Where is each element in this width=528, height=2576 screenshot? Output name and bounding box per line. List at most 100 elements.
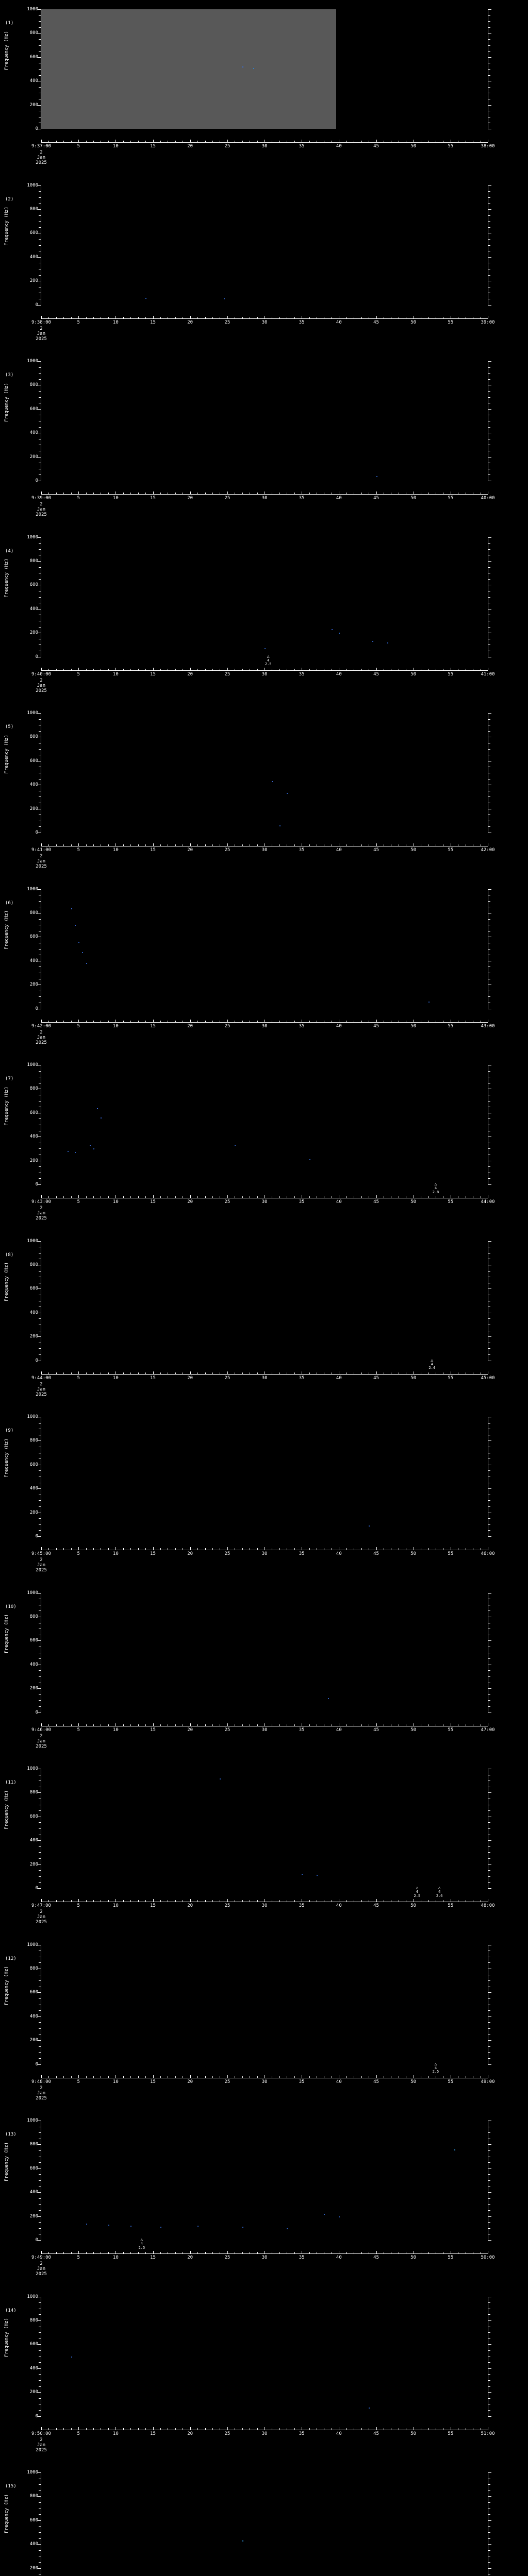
plot-area[interactable]	[41, 713, 488, 833]
x-tick	[86, 2076, 87, 2078]
x-tick	[361, 844, 362, 846]
plot-area[interactable]	[41, 1417, 488, 1536]
x-tick-label: 35	[299, 1199, 305, 1205]
y-tick	[488, 2320, 491, 2321]
plot-area[interactable]	[41, 361, 488, 481]
x-tick	[138, 493, 139, 494]
y-tick	[488, 75, 490, 76]
x-tick	[212, 1724, 213, 1726]
event-marker-icon[interactable]: △	[416, 1885, 419, 1890]
spectrogram-pixel	[376, 476, 377, 477]
y-tick	[488, 1506, 490, 1507]
y-tick-label: 200	[29, 2213, 38, 2219]
x-tick	[71, 1900, 72, 1902]
x-tick-label: 25	[224, 319, 230, 325]
y-tick-label: 1000	[27, 1590, 38, 1596]
spectrogram-pixel	[428, 1001, 430, 1003]
plot-area[interactable]	[41, 1944, 488, 2064]
y-tick	[488, 1980, 490, 1981]
event-label: 4 2.6	[436, 1890, 443, 1898]
panel-index-label: (10)	[5, 1604, 16, 1609]
y-tick	[488, 2502, 490, 2503]
y-tick	[488, 2332, 490, 2333]
y-tick-label: 800	[29, 558, 38, 564]
x-tick-label: 25	[224, 1903, 230, 1908]
event-marker-icon[interactable]: △	[431, 1358, 434, 1362]
y-tick-label: 800	[29, 382, 38, 388]
plot-area[interactable]	[41, 1065, 488, 1184]
x-tick	[130, 1548, 131, 1550]
x-tick-label: 10	[112, 2255, 119, 2260]
x-tick	[309, 1196, 310, 1198]
x-tick	[361, 1372, 362, 1374]
x-tick	[205, 2252, 206, 2253]
plot-area[interactable]	[41, 2472, 488, 2576]
x-tick	[294, 2428, 295, 2430]
x-tick-label: 10	[112, 144, 119, 149]
spectrogram-pixel	[220, 1778, 221, 1780]
y-tick	[38, 257, 41, 258]
x-tick	[376, 843, 377, 846]
x-tick	[108, 844, 109, 846]
plot-area[interactable]	[41, 1592, 488, 1713]
event-marker-icon[interactable]: △	[438, 1885, 441, 1890]
x-tick	[279, 844, 280, 846]
plot-area[interactable]	[41, 2121, 488, 2240]
x-tick	[138, 1548, 139, 1550]
y-tick-label: 200	[29, 1861, 38, 1867]
y-tick-label: 400	[29, 1486, 38, 1492]
plot-area[interactable]	[41, 2296, 488, 2416]
spectrogram-pixel	[97, 1108, 98, 1109]
x-tick	[86, 2428, 87, 2430]
x-tick	[212, 1372, 213, 1374]
x-tick	[428, 1020, 429, 1022]
x-tick-label: 55	[448, 144, 454, 149]
y-tick-label: 200	[29, 1686, 38, 1691]
x-tick	[41, 140, 42, 142]
x-tick-label: 45	[373, 1903, 379, 1908]
spectrogram-pixel	[369, 1526, 370, 1527]
x-tick	[309, 2428, 310, 2430]
plot-area[interactable]	[41, 889, 488, 1009]
event-marker-icon[interactable]: △	[267, 654, 270, 658]
plot-area[interactable]	[41, 1769, 488, 1888]
x-tick	[212, 844, 213, 846]
event-marker-icon[interactable]: △	[140, 2237, 143, 2242]
plot-area[interactable]	[41, 185, 488, 305]
y-tick	[488, 2216, 491, 2217]
y-tick-label: 1000	[27, 534, 38, 540]
plot-area[interactable]	[41, 9, 488, 129]
x-tick-label: 9:50:00	[31, 2431, 51, 2436]
x-tick-label: 35	[299, 2431, 305, 2436]
y-tick	[38, 561, 41, 562]
event-marker-icon[interactable]: △	[434, 1181, 437, 1187]
plot-area[interactable]	[41, 537, 488, 657]
panel-13: 0 200 400 600 800 1000 Frequency (Hz) (13) △ 4 2.…	[0, 2119, 528, 2297]
x-tick-label: 30	[261, 671, 268, 677]
y-tick	[488, 1658, 490, 1659]
y-tick	[488, 304, 491, 306]
y-axis-title: Frequency (Hz)	[4, 1966, 9, 2006]
y-tick-label: 200	[29, 102, 38, 108]
y-tick-label: 800	[29, 2317, 38, 2323]
x-tick-label: 9:37:00	[31, 144, 51, 149]
spectrogram-pixel	[130, 2226, 132, 2227]
x-tick	[41, 2427, 42, 2430]
event-marker-icon[interactable]: △	[434, 2061, 437, 2066]
x-tick-label: 43:00	[481, 1023, 495, 1029]
y-tick	[488, 2210, 490, 2211]
x-tick-label: 50	[410, 1375, 417, 1381]
spectrogram-pixel	[454, 2149, 456, 2150]
x-tick	[63, 316, 64, 318]
y-tick-label: 1000	[27, 359, 38, 364]
y-tick	[488, 2538, 490, 2539]
x-tick	[175, 2428, 176, 2430]
x-tick	[130, 316, 131, 318]
plot-area[interactable]	[41, 1241, 488, 1361]
y-tick-label: 1000	[27, 1942, 38, 1947]
x-tick	[86, 1724, 87, 1726]
x-tick	[86, 1196, 87, 1198]
x-tick-label: 9:43:00	[31, 1199, 51, 1205]
spectrogram-pixel	[242, 2227, 243, 2228]
x-tick-label: 35	[299, 1727, 305, 1733]
